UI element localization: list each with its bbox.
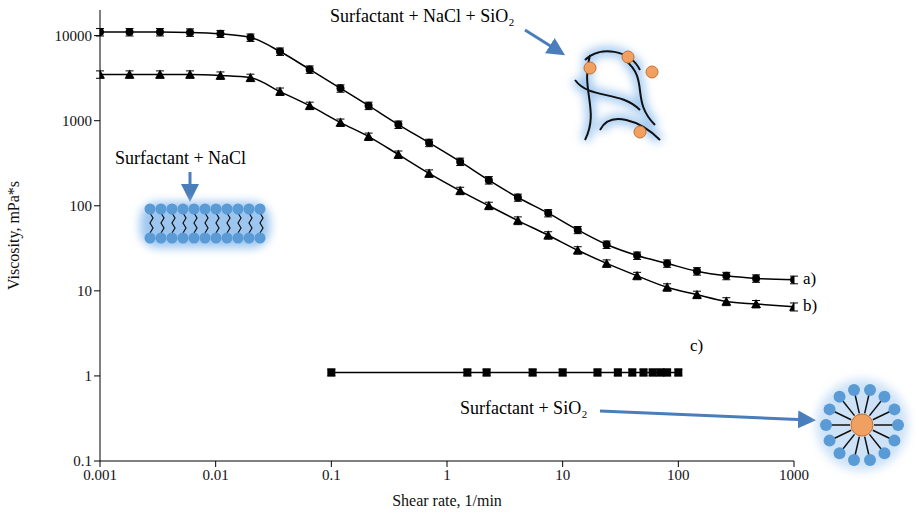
svg-text:0.1: 0.1 bbox=[73, 453, 92, 469]
svg-text:1: 1 bbox=[85, 368, 93, 384]
svg-text:0.01: 0.01 bbox=[203, 467, 229, 483]
svg-text:10: 10 bbox=[555, 467, 570, 483]
html-text:Surfactant + NaCl: Surfactant + NaCl bbox=[115, 148, 247, 168]
svg-text:1000: 1000 bbox=[779, 467, 809, 483]
html-text:Surfactant + SiO₂: Surfactant + SiO₂ bbox=[460, 398, 588, 418]
svg-text:100: 100 bbox=[667, 467, 690, 483]
svg-text:100: 100 bbox=[70, 198, 93, 214]
html-text:b): b) bbox=[803, 296, 818, 315]
svg-text:10: 10 bbox=[77, 283, 92, 299]
svg-text:Viscosity, mPa*s: Viscosity, mPa*s bbox=[5, 181, 23, 290]
svg-text:10000: 10000 bbox=[55, 28, 93, 44]
svg-text:1: 1 bbox=[443, 467, 451, 483]
svg-text:1000: 1000 bbox=[62, 113, 92, 129]
html-text:Surfactant + NaCl + SiO₂: Surfactant + NaCl + SiO₂ bbox=[330, 6, 515, 26]
svg-text:Shear rate, 1/min: Shear rate, 1/min bbox=[392, 492, 502, 509]
html-text:c): c) bbox=[690, 336, 704, 355]
svg-text:0.001: 0.001 bbox=[83, 466, 117, 483]
svg-text:0.1: 0.1 bbox=[322, 467, 341, 483]
html-text:a): a) bbox=[803, 269, 817, 288]
